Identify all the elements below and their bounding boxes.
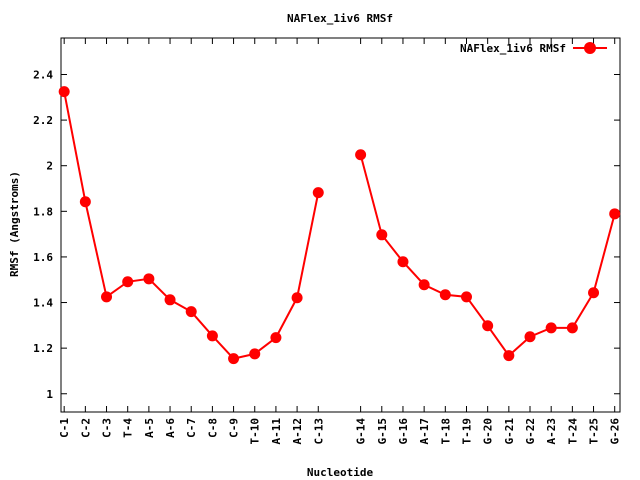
legend-label: NAFlex_1iv6 RMSf (460, 42, 566, 55)
data-point (524, 331, 536, 343)
x-tick-label: G-26 (609, 418, 622, 445)
y-tick-label: 1 (46, 388, 53, 401)
x-tick-label: G-20 (482, 418, 495, 445)
x-tick-label: C-1 (58, 418, 71, 438)
data-point (206, 330, 218, 342)
x-tick-label: A-11 (270, 418, 283, 445)
y-axis-label: RMSf (Angstroms) (8, 171, 21, 277)
x-tick-label: C-9 (228, 418, 241, 438)
data-point (418, 279, 430, 291)
data-point (545, 322, 557, 334)
y-tick-label: 2 (46, 160, 53, 173)
x-tick-label: T-10 (249, 418, 262, 445)
x-tick-label: C-3 (101, 418, 114, 438)
legend-marker (584, 42, 596, 54)
x-tick-label: A-6 (164, 418, 177, 438)
data-point (164, 294, 176, 306)
x-tick-label: A-17 (418, 418, 431, 445)
y-tick-label: 1.6 (33, 251, 53, 264)
x-tick-label: C-13 (312, 418, 325, 445)
plot-frame (60, 37, 621, 413)
x-tick-label: T-25 (588, 418, 601, 445)
data-point (79, 196, 91, 208)
x-tick-label: G-15 (376, 418, 389, 445)
data-point (566, 322, 578, 334)
data-point (270, 332, 282, 344)
data-point (122, 276, 134, 288)
data-point (58, 86, 70, 98)
x-tick-label: T-19 (460, 418, 473, 445)
x-tick-label: A-23 (545, 418, 558, 445)
x-tick-label: C-8 (206, 418, 219, 438)
data-point (609, 208, 621, 220)
data-point (439, 289, 451, 301)
x-tick-label: G-14 (355, 418, 368, 445)
data-point (312, 187, 324, 199)
y-tick-label: 1.2 (33, 342, 53, 355)
x-tick-label: T-24 (566, 418, 579, 445)
x-tick-label: T-4 (122, 418, 135, 438)
data-point (355, 149, 367, 161)
data-point (228, 353, 240, 365)
data-point (101, 291, 113, 303)
data-point (143, 273, 155, 285)
data-point (460, 291, 472, 303)
data-point (291, 292, 303, 304)
y-tick-label: 2.4 (33, 68, 53, 81)
x-axis-label: Nucleotide (307, 466, 374, 479)
y-tick-label: 1.4 (33, 297, 53, 310)
x-tick-label: G-22 (524, 418, 537, 445)
series-line (63, 91, 320, 360)
x-tick-label: T-18 (439, 418, 452, 445)
x-tick-label: A-5 (143, 418, 156, 438)
legend: NAFlex_1iv6 RMSf (460, 42, 607, 55)
chart-title: NAFlex_1iv6 RMSf (287, 12, 393, 25)
data-point (397, 256, 409, 268)
data-point (376, 229, 388, 241)
data-point (588, 287, 600, 299)
y-tick-label: 2.2 (33, 114, 53, 127)
x-tick-label: G-16 (397, 418, 410, 445)
data-point (503, 350, 515, 362)
data-point (249, 348, 261, 360)
data-point (185, 306, 197, 318)
x-tick-label: C-7 (185, 418, 198, 438)
x-tick-label: C-2 (79, 418, 92, 438)
y-tick-label: 1.8 (33, 205, 53, 218)
x-tick-label: G-21 (503, 418, 516, 445)
data-point (482, 320, 494, 332)
x-tick-label: A-12 (291, 418, 304, 445)
